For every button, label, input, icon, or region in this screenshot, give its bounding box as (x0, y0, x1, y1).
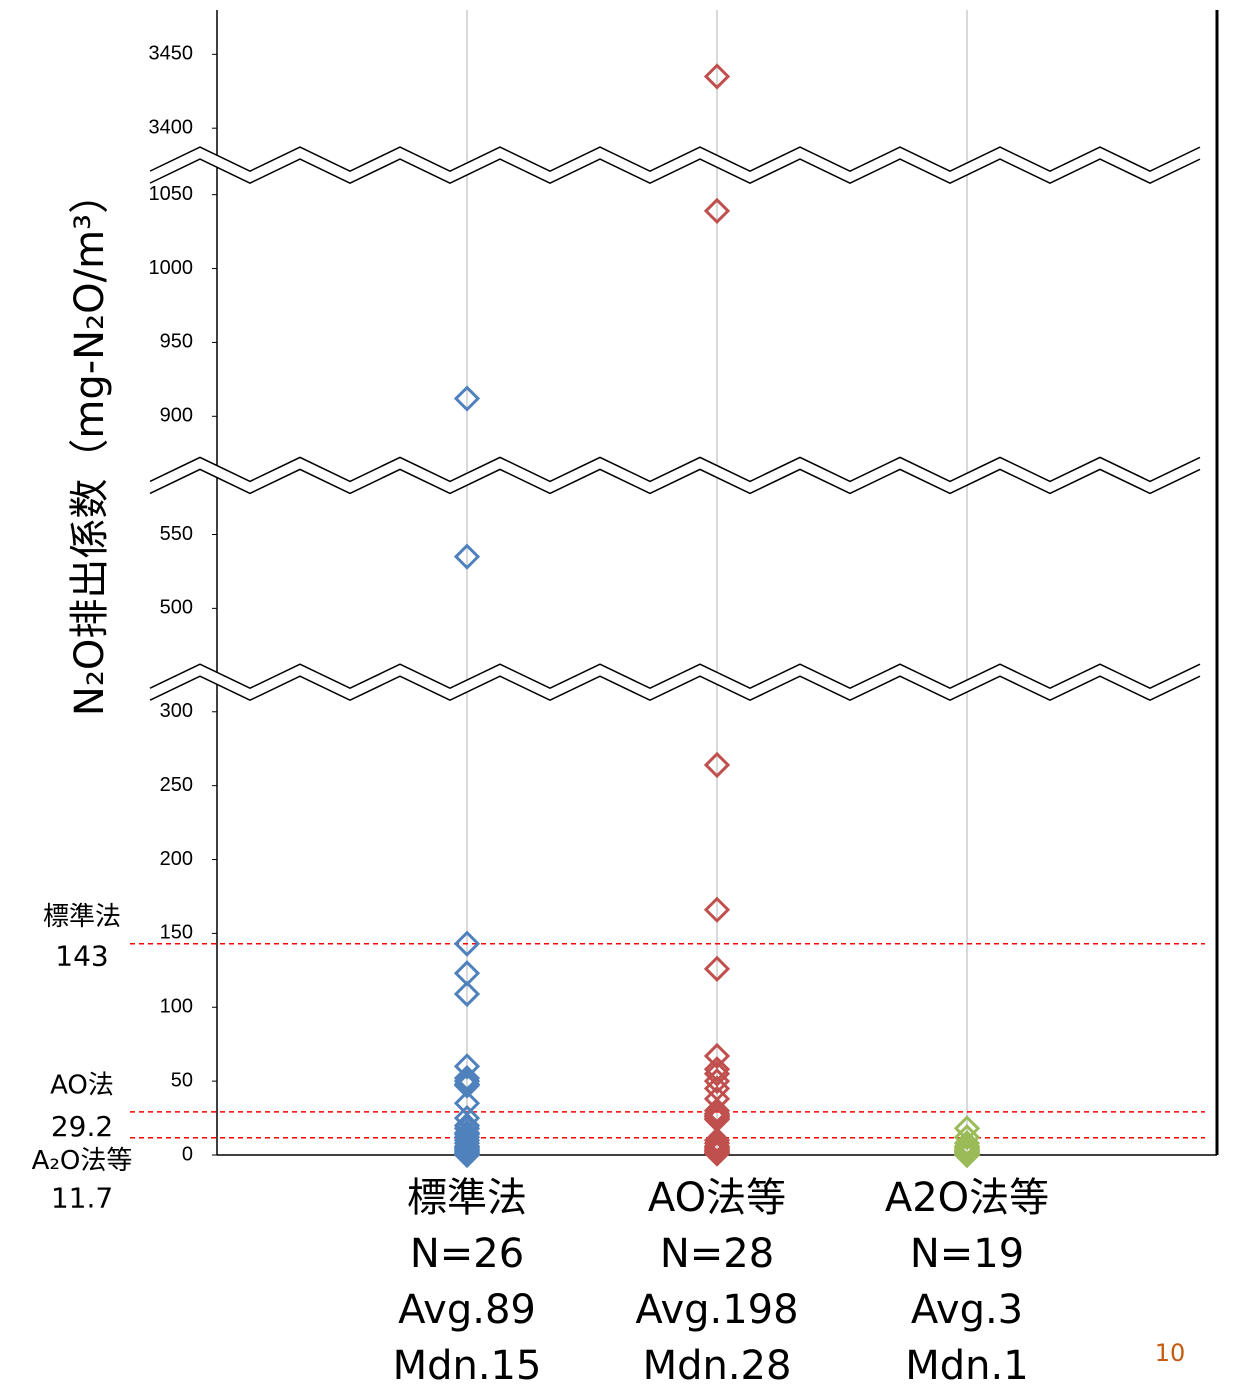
y-tick-label: 950 (160, 331, 193, 353)
category-note: Mdn.15 (393, 1343, 542, 1387)
y-tick-label: 900 (160, 405, 193, 427)
point (953, 1130, 981, 1157)
category-note: Avg.89 (398, 1287, 536, 1333)
reference-value: 143 (55, 940, 108, 973)
category-note: Mdn.1 (905, 1343, 1028, 1387)
axis-break (149, 663, 1201, 690)
point (453, 543, 481, 570)
category-note: N=19 (910, 1231, 1024, 1277)
point (703, 1127, 731, 1154)
axis-break-fill (150, 147, 1200, 184)
x-tick-label: A2O法等 (885, 1175, 1049, 1221)
y-tick-label: 550 (160, 523, 193, 545)
axis-break (149, 456, 1201, 483)
reference-value: 29.2 (51, 1110, 113, 1143)
point (703, 63, 731, 90)
y-tick-label: 500 (160, 597, 193, 619)
point (703, 1097, 731, 1124)
y-tick-label: 300 (160, 700, 193, 722)
point (703, 751, 731, 779)
x-tick-label: AO法等 (648, 1175, 786, 1221)
reference-label: A₂O法等 (32, 1146, 133, 1176)
axis-break (149, 468, 1201, 495)
point (453, 1065, 481, 1092)
y-axis-title: N₂O排出係数（mg-N₂O/m³） (67, 174, 113, 716)
y-tick-label: 1000 (149, 257, 194, 279)
point (703, 1130, 731, 1157)
point (453, 385, 481, 412)
axis-break (149, 146, 1201, 172)
point (703, 1042, 731, 1070)
point (703, 896, 731, 923)
y-tick-label: 0 (182, 1143, 193, 1165)
reference-label: AO法 (50, 1070, 114, 1100)
axis-break-fill (150, 664, 1200, 701)
point (703, 1068, 731, 1095)
y-tick-label: 1050 (149, 183, 194, 205)
point (953, 1124, 981, 1151)
point (953, 1141, 981, 1169)
point (703, 1056, 731, 1083)
point (453, 1130, 481, 1157)
reference-label: 標準法 (43, 902, 121, 932)
y-tick-label: 50 (171, 1069, 193, 1091)
category-note: Avg.198 (635, 1287, 798, 1333)
point (703, 197, 731, 225)
y-tick-label: 150 (160, 922, 193, 944)
axis-break-fill (150, 457, 1200, 494)
y-tick-label: 250 (160, 774, 193, 796)
category-note: N=26 (410, 1231, 524, 1277)
point (453, 1141, 481, 1169)
point (453, 1072, 481, 1099)
point (453, 1127, 481, 1154)
axis-break (149, 675, 1201, 702)
point (703, 1060, 731, 1087)
point (703, 1140, 731, 1167)
category-note: Avg.3 (911, 1287, 1023, 1333)
y-tick-label: 200 (160, 848, 193, 870)
y-tick-label: 100 (160, 996, 193, 1018)
page-number: 10 (1155, 1339, 1186, 1367)
category-note: Mdn.28 (643, 1343, 792, 1387)
point (453, 1053, 481, 1080)
category-note: N=28 (660, 1231, 774, 1277)
y-tick-label: 3400 (149, 116, 194, 138)
point (453, 1124, 481, 1151)
point (703, 955, 731, 982)
reference-value: 11.7 (51, 1182, 113, 1215)
point (453, 980, 481, 1008)
point (453, 930, 481, 957)
y-tick-label: 3450 (149, 43, 194, 65)
x-tick-label: 標準法 (407, 1175, 527, 1221)
axis-break (149, 158, 1201, 184)
